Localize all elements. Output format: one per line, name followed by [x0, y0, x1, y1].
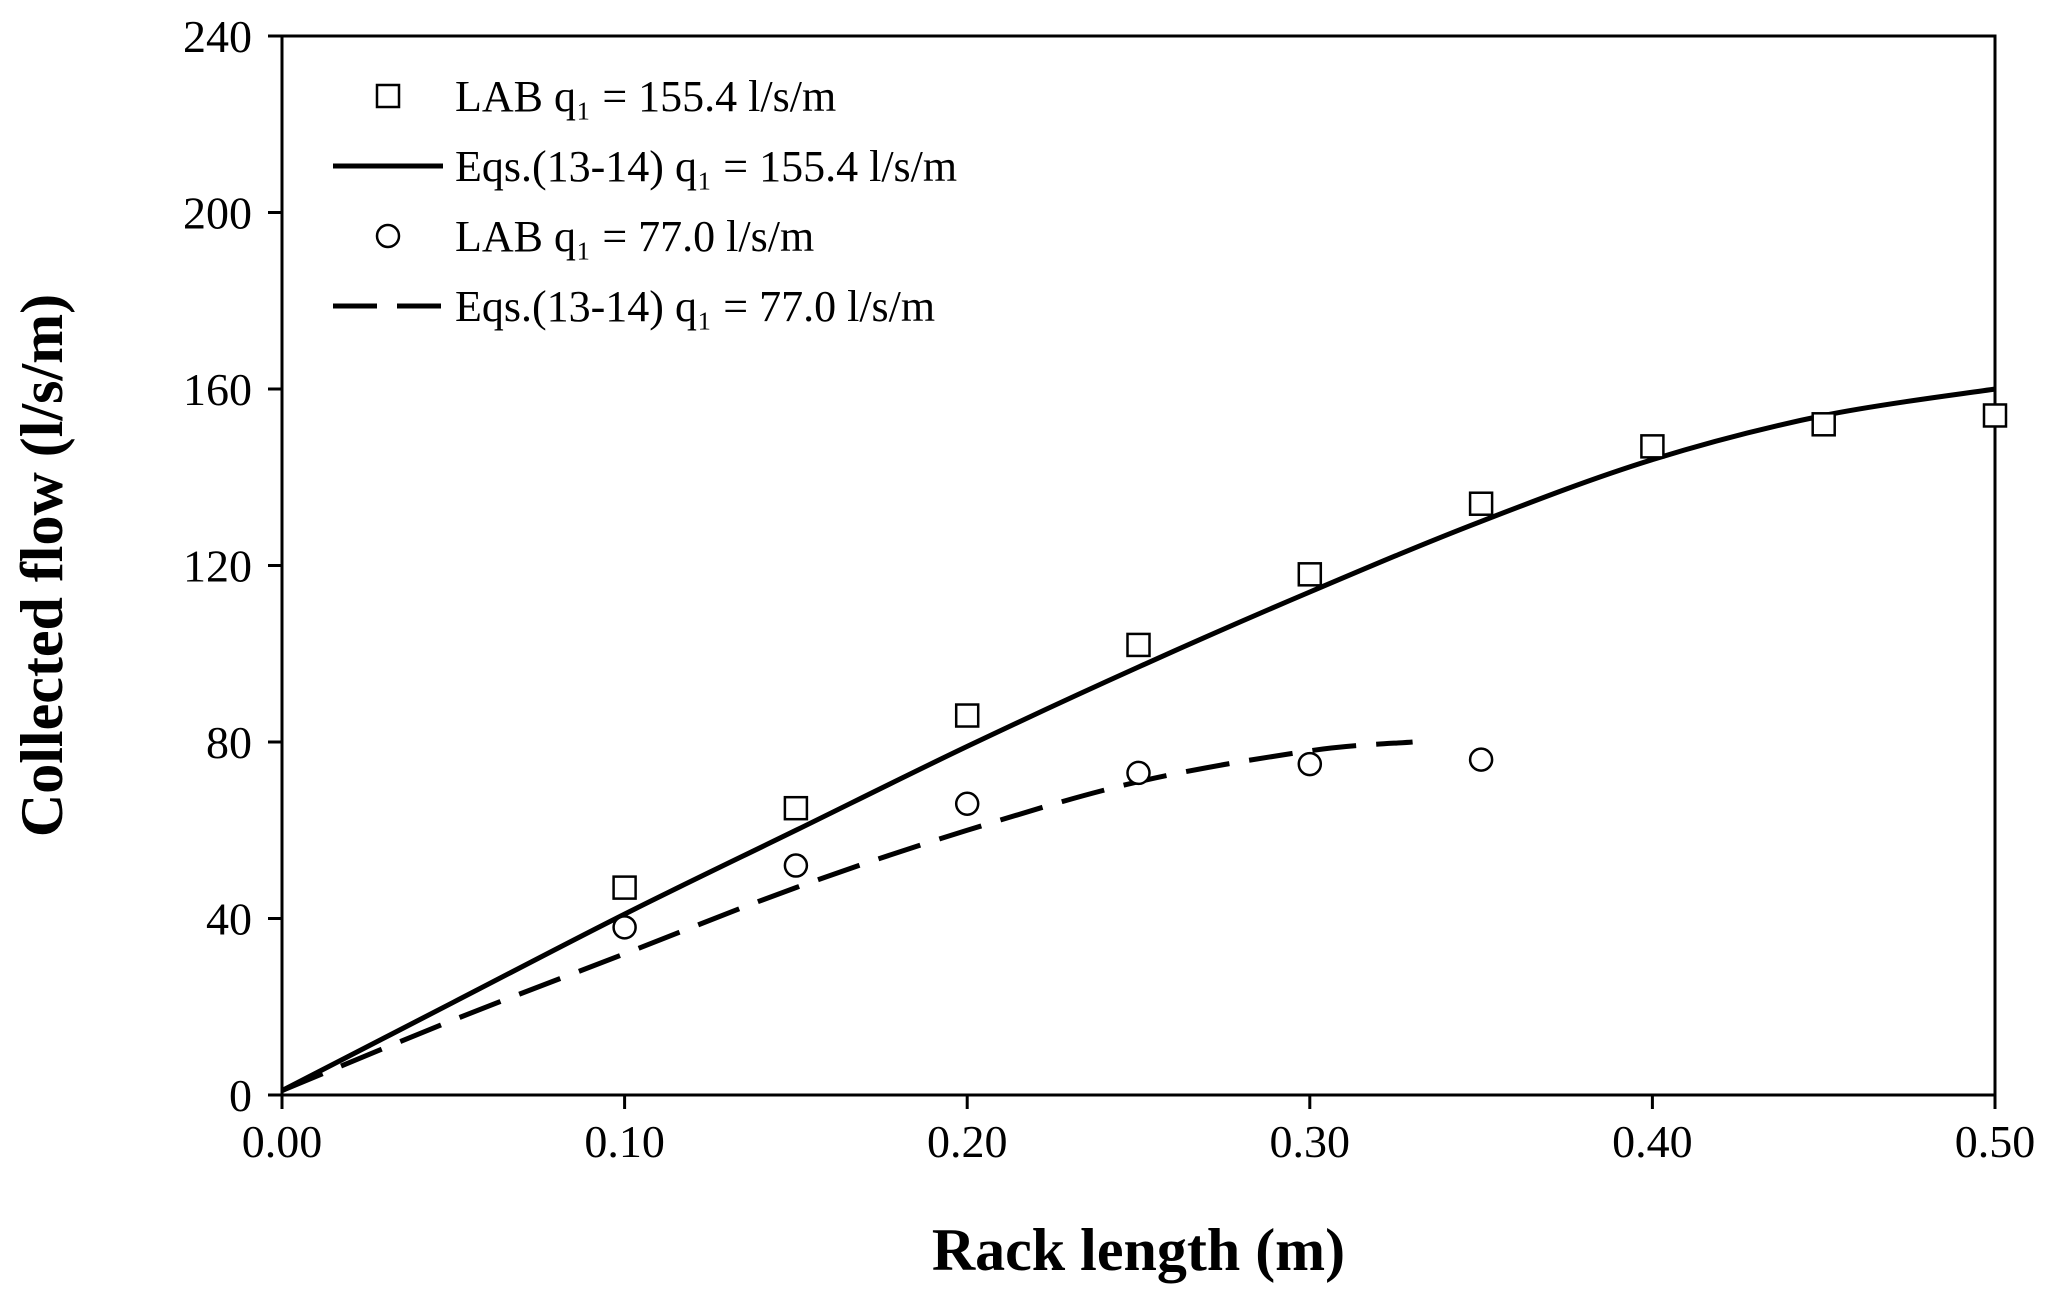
square-marker: [1811, 412, 1836, 437]
x-tick-label: 0.50: [1955, 1116, 2036, 1167]
legend-square-marker: [375, 83, 401, 109]
y-tick-label: 160: [183, 364, 252, 415]
square-marker: [1640, 434, 1665, 459]
series-line-1: [280, 386, 1996, 1093]
x-tick-label: 0.20: [927, 1116, 1008, 1167]
legend-label-0: LAB q₁ = 155.4 l/s/m: [455, 72, 836, 121]
square-marker: [954, 703, 980, 728]
x-tick-label: 0.10: [584, 1116, 665, 1167]
legend-symbol-0: [375, 83, 401, 109]
x-axis-title: Rack length (m): [932, 1217, 1345, 1283]
square-marker: [1982, 403, 2008, 428]
plot-frame: [280, 34, 1997, 1097]
x-tick-label: 0.00: [242, 1116, 323, 1167]
circle-marker: [954, 791, 980, 817]
square-marker: [612, 875, 637, 900]
legend-label-1: Eqs.(13-14) q₁ = 155.4 l/s/m: [455, 142, 957, 191]
square-marker: [1297, 562, 1323, 587]
y-tick-label: 80: [206, 717, 252, 768]
legend-symbol-2: [375, 223, 401, 249]
legend: LAB q₁ = 155.4 l/s/m Eqs.(13-14) q₁ = 155…: [333, 72, 957, 331]
square-marker: [783, 795, 809, 821]
axes: 0.00 0.10 0.20 0.30 0.40 0.50 0 40 80 120 160 200 24…: [183, 11, 2035, 1167]
y-tick-label: 200: [183, 188, 252, 239]
y-axis-title: Collected flow (l/s/m): [9, 294, 75, 837]
x-tick-label: 0.40: [1612, 1116, 1693, 1167]
legend-label-2: LAB q₁ = 77.0 l/s/m: [455, 212, 814, 261]
y-tick-label: 40: [206, 894, 252, 945]
plot-area: [280, 386, 2008, 1093]
square-marker: [1468, 491, 1494, 516]
square-marker: [1126, 632, 1151, 658]
y-tick-label: 0: [229, 1070, 252, 1121]
circle-marker: [1126, 760, 1151, 786]
circle-marker: [783, 853, 809, 878]
series-line-3: [281, 739, 1413, 1093]
circle-marker: [1297, 751, 1323, 777]
legend-label-3: Eqs.(13-14) q₁ = 77.0 l/s/m: [455, 282, 935, 331]
circle-marker: [1468, 747, 1494, 772]
legend-circle-marker: [375, 223, 401, 249]
y-tick-label: 240: [183, 11, 252, 62]
circle-marker: [612, 915, 637, 940]
x-tick-label: 0.30: [1270, 1116, 1351, 1167]
y-tick-label: 120: [183, 541, 252, 592]
